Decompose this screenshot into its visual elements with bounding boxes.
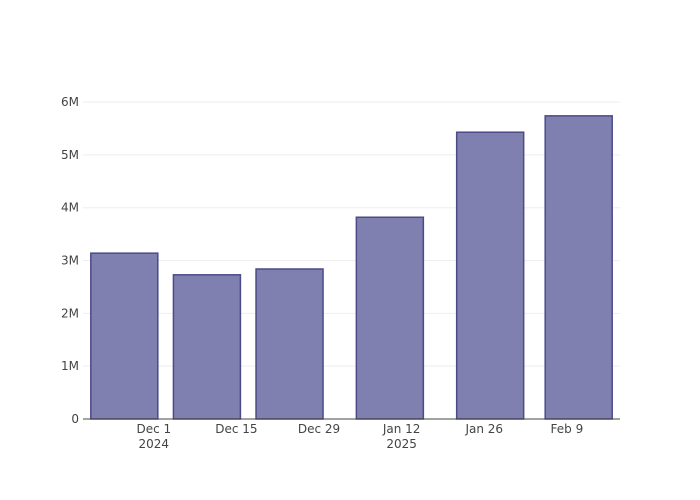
x-tick-label: Jan 12 2025 [382,422,421,451]
bar [455,131,525,420]
bar [255,268,324,420]
x-tick-label: Dec 29 [298,422,340,436]
y-tick-label: 4M [61,201,79,215]
bar [90,252,159,420]
x-tick-label: Jan 26 [464,422,503,436]
x-tick-label: Feb 9 [551,422,584,436]
y-tick-label: 5M [61,148,79,162]
bar [355,216,425,420]
bar [172,274,242,420]
x-tick-label: Dec 15 [215,422,257,436]
y-tick-label: 6M [61,95,79,109]
bar [544,115,613,420]
y-tick-label: 3M [61,254,79,268]
y-tick-label: 2M [61,306,79,320]
x-tick-label: Dec 1 2024 [136,422,171,451]
y-tick-label: 0 [71,412,79,426]
y-tick-label: 1M [61,359,79,373]
